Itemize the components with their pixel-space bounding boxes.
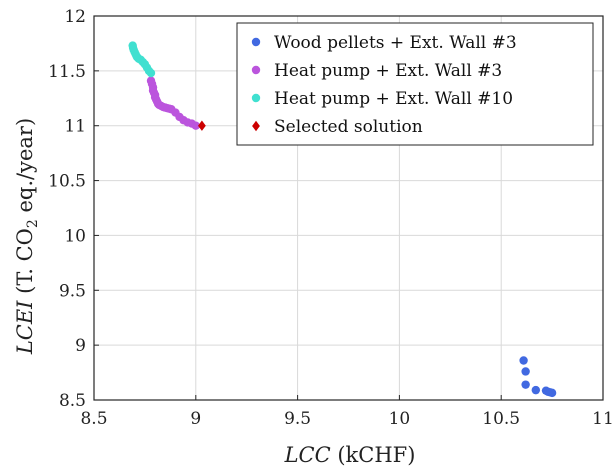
legend-marker-selected-solution [252, 120, 260, 132]
wood-pellets-ext-wall-3-point [531, 385, 541, 395]
y-tick-label: 11.5 [48, 62, 86, 82]
y-tick-label: 10 [64, 226, 86, 246]
legend-marker-wood-pellets-ext-wall-3 [251, 37, 261, 47]
y-tick-label: 9.5 [59, 281, 86, 301]
x-tick-label: 9 [190, 409, 201, 429]
x-tick-label: 10.5 [482, 409, 520, 429]
data-points [128, 41, 557, 398]
wood-pellets-ext-wall-3-point [519, 356, 528, 365]
y-tick-label: 12 [64, 7, 86, 27]
legend-marker-heat-pump-ext-wall-3 [251, 65, 261, 75]
wood-pellets-ext-wall-3-point [521, 367, 530, 376]
x-tick-label: 9.5 [284, 409, 311, 429]
x-tick-label: 11 [592, 409, 613, 429]
wood-pellets-ext-wall-3-point [521, 380, 530, 389]
y-axis-title-subscript: 2 [25, 219, 41, 228]
y-tick-label: 9 [75, 336, 86, 356]
y-tick-label: 8.5 [59, 391, 86, 411]
y-tick-label: 11 [64, 117, 86, 137]
heat-pump-ext-wall-3-point [191, 121, 200, 130]
x-tick-labels: 8.5 9 9.5 10 10.5 11 [80, 409, 613, 429]
y-axis-title: LCEI (T. CO2 eq./year) [13, 118, 41, 355]
legend: Wood pellets + Ext. Wall #3 Heat pump + E… [236, 22, 594, 146]
legend-label-selected-solution: Selected solution [274, 117, 423, 137]
y-tick-labels: 8.5 9 9.5 10 10.5 11 11.5 12 [48, 7, 86, 411]
x-tick-label: 10 [389, 409, 411, 429]
selected-solution-point [198, 120, 206, 131]
y-axis-title-unit-start: (T. CO [13, 228, 37, 300]
x-axis-title: LCC (kCHF) [284, 443, 416, 467]
legend-label-heat-pump-ext-wall-3: Heat pump + Ext. Wall #3 [274, 61, 502, 81]
legend-marker-heat-pump-ext-wall-10 [251, 93, 261, 103]
heat-pump-ext-wall-10-point [146, 68, 156, 78]
plot-frame [93, 15, 604, 401]
y-axis-title-variable: LCEI [13, 300, 37, 355]
x-tick-label: 8.5 [80, 409, 107, 429]
wood-pellets-ext-wall-3-point [547, 388, 557, 398]
x-axis-title-unit: (kCHF) [331, 443, 416, 467]
legend-box [236, 22, 594, 146]
x-axis-title-variable: LCC [284, 443, 331, 467]
y-axis-title-unit-end: eq./year) [13, 118, 37, 219]
legend-label-wood-pellets-ext-wall-3: Wood pellets + Ext. Wall #3 [274, 33, 517, 53]
y-tick-label: 10.5 [48, 172, 86, 192]
legend-label-heat-pump-ext-wall-10: Heat pump + Ext. Wall #10 [274, 89, 513, 109]
